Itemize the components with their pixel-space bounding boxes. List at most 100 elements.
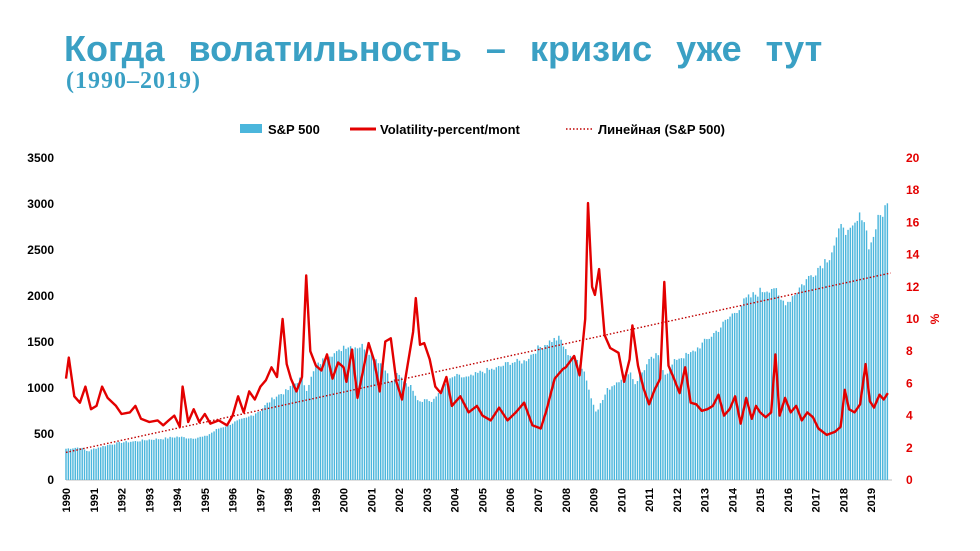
sp500-bar [386, 373, 389, 480]
sp500-bar [548, 340, 551, 480]
volatility-series [64, 201, 889, 437]
sp500-bar [301, 374, 303, 480]
sp500-bar [308, 384, 310, 480]
sp500-bar [99, 447, 102, 480]
sp500-bar [324, 360, 326, 480]
sp500-bar [759, 287, 761, 480]
sp500-bar [155, 438, 157, 480]
sp500-bar [416, 400, 419, 480]
sp500-bar [838, 228, 840, 480]
sp500-bar [361, 343, 363, 480]
sp500-bar [176, 436, 178, 480]
sp500-bar [65, 448, 67, 480]
sp500-bar [435, 396, 437, 480]
sp500-bar [275, 396, 278, 480]
sp500-bar [162, 439, 164, 480]
sp500-bar [495, 367, 498, 480]
x-tick-label: 2000 [339, 488, 351, 512]
sp500-bar [412, 390, 414, 480]
sp500-bar [831, 252, 833, 480]
x-tick-label: 2019 [866, 488, 878, 512]
x-tick-label: 2003 [422, 488, 434, 512]
sp500-bar [72, 448, 74, 480]
sp500-bar [784, 305, 787, 480]
x-tick-label: 2009 [589, 488, 601, 512]
x-tick-label: 2008 [561, 488, 573, 512]
sp500-bar [261, 408, 264, 480]
sp500-bar [692, 350, 694, 480]
sp500-bar [377, 363, 380, 480]
right-tick-label: 4 [906, 409, 913, 423]
right-tick-label: 14 [906, 248, 920, 262]
sp500-bar [289, 385, 292, 480]
sp500-bar [796, 292, 798, 480]
sp500-bar [153, 439, 155, 480]
sp500-bar [669, 367, 671, 480]
sp500-bar [331, 356, 333, 480]
sp500-bar [220, 427, 222, 480]
x-tick-label: 1998 [283, 488, 295, 512]
sp500-bar [405, 383, 407, 480]
sp500-bar [491, 368, 493, 480]
sp500-bar [259, 411, 262, 480]
x-tick-label: 2001 [366, 488, 378, 512]
sp500-bar [710, 336, 713, 480]
sp500-bar [525, 361, 528, 480]
sp500-bar [340, 351, 343, 480]
left-tick-label: 1500 [27, 335, 54, 349]
right-tick-label: 20 [906, 151, 920, 165]
left-tick-label: 2500 [27, 243, 54, 257]
sp500-bar [574, 356, 576, 480]
sp500-bar [146, 440, 148, 480]
sp500-bar [599, 403, 602, 480]
sp500-bar [643, 370, 646, 480]
sp500-bar [428, 401, 430, 480]
sp500-bar [729, 316, 731, 480]
sp500-bar [285, 389, 287, 480]
sp500-bar [479, 370, 481, 480]
sp500-bar [666, 373, 669, 480]
sp500-bar [761, 292, 764, 480]
sp500-bar [558, 335, 560, 480]
sp500-bar [178, 437, 181, 480]
sp500-bar [266, 402, 269, 480]
sp500-bar [322, 358, 324, 480]
sp500-bar [870, 242, 872, 480]
sp500-bar [187, 438, 190, 480]
sp500-bar [826, 262, 828, 480]
sp500-bar [134, 441, 137, 480]
left-tick-label: 3000 [27, 197, 54, 211]
sp500-bar [551, 342, 553, 480]
sp500-bar [125, 441, 127, 480]
sp500-bar [861, 220, 863, 480]
sp500-bar [770, 288, 773, 480]
sp500-bar [835, 237, 838, 480]
sp500-bar [523, 360, 525, 480]
x-tick-label: 1990 [61, 488, 73, 512]
sp500-bar [83, 449, 86, 480]
sp500-bar [430, 401, 433, 480]
sp500-bar [657, 355, 660, 480]
sp500-bar [819, 265, 821, 480]
sp500-bar [634, 384, 636, 480]
left-tick-label: 3500 [27, 151, 54, 165]
sp500-bar [213, 431, 215, 480]
sp500-bar [801, 284, 803, 480]
right-tick-label: 2 [906, 441, 913, 455]
sp500-bar [865, 230, 868, 480]
sp500-bar [317, 362, 319, 480]
sp500-bar [106, 444, 109, 480]
sp500-bar [655, 353, 657, 480]
sp500-bar [97, 447, 100, 480]
sp500-bar [458, 374, 461, 480]
sp500-bar [335, 351, 338, 480]
sp500-bar [833, 245, 835, 480]
sp500-bar [171, 437, 174, 480]
right-tick-label: 0 [906, 473, 913, 487]
sp500-bar [241, 418, 243, 480]
sp500-bar [86, 450, 88, 480]
sp500-bar [683, 358, 685, 480]
sp500-bar [245, 417, 248, 480]
sp500-bar [250, 415, 252, 480]
sp500-bar [174, 437, 176, 480]
